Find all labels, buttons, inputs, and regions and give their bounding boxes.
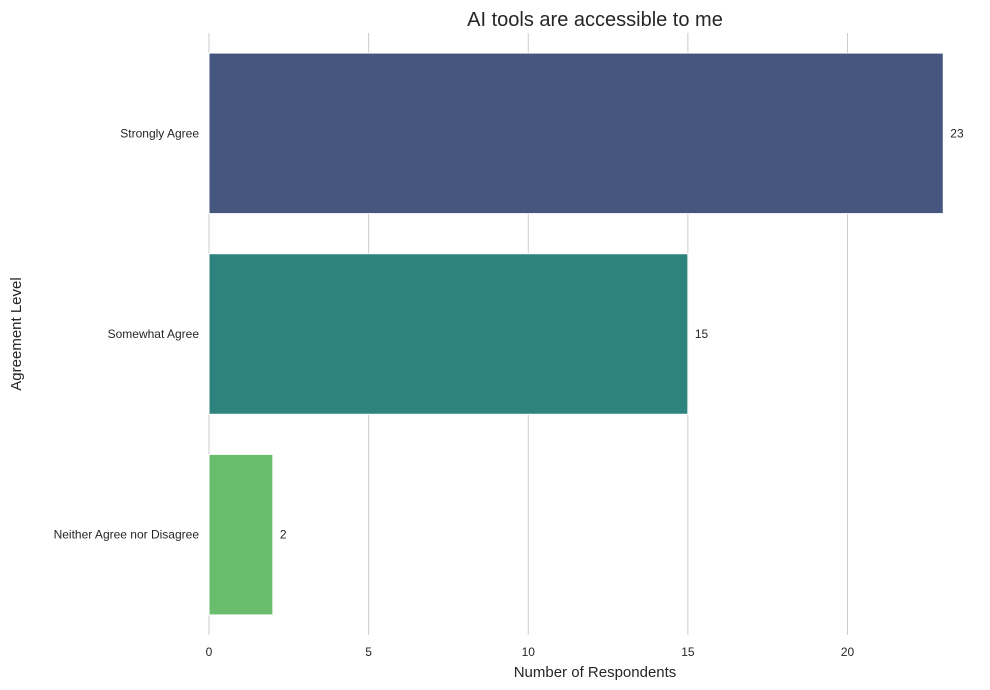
x-tick-label: 10 (522, 645, 536, 659)
x-tick-label: 15 (681, 645, 695, 659)
bar-value-label: 23 (950, 126, 964, 140)
tick-labels: 0 5 10 15 20 Strongly Agree Somewhat Agree Neit… (54, 126, 855, 659)
bar (208, 453, 274, 616)
y-axis-label: Agreement Level (8, 277, 25, 390)
bar (208, 253, 689, 415)
y-tick-label: Somewhat Agree (108, 327, 200, 341)
x-axis-label: Number of Respondents (514, 664, 677, 681)
bar-value-label: 15 (695, 327, 709, 341)
x-tick-label: 5 (365, 645, 372, 659)
chart-title: AI tools are accessible to me (467, 9, 723, 31)
bar (208, 52, 944, 215)
bars (208, 52, 944, 616)
data-labels: 23 15 2 (280, 126, 964, 541)
bar-value-label: 2 (280, 528, 287, 542)
y-tick-label: Neither Agree nor Disagree (54, 528, 200, 542)
y-tick-label: Strongly Agree (120, 126, 199, 140)
x-tick-label: 0 (206, 645, 213, 659)
x-tick-label: 20 (841, 645, 855, 659)
